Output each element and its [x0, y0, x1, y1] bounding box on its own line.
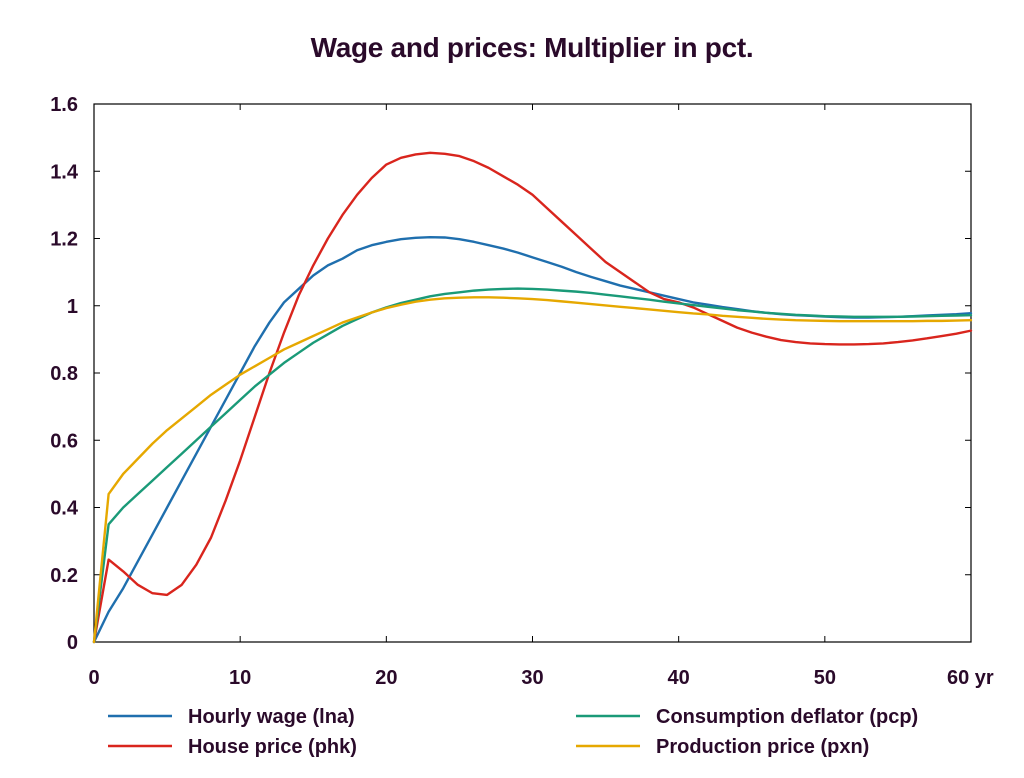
y-tick-label: 0.2 — [50, 565, 78, 587]
y-tick-label: 0.6 — [50, 430, 78, 452]
x-tick-label: 30 — [521, 667, 543, 689]
y-tick-label: 0 — [67, 632, 78, 654]
x-tick-label: 50 — [814, 667, 836, 689]
plot-frame — [93, 103, 972, 643]
series-line-1 — [92, 151, 973, 644]
x-tick-label: 10 — [229, 667, 251, 689]
x-tick-label: 20 — [375, 667, 397, 689]
y-tick-label: 0.4 — [50, 498, 79, 520]
chart-title: Wage and prices: Multiplier in pct. — [310, 32, 754, 63]
legend-label-3: Production price (pxn) — [656, 736, 869, 758]
series-line-3 — [92, 296, 973, 644]
legend-label-0: Hourly wage (lna) — [188, 706, 355, 728]
y-tick-label: 0.8 — [50, 363, 78, 385]
x-tick-label: 40 — [668, 667, 690, 689]
x-tick-label: 60 yr — [947, 667, 994, 689]
y-tick-label: 1.2 — [50, 229, 78, 251]
x-tick-label: 0 — [88, 667, 99, 689]
legend-label-1: House price (phk) — [188, 736, 357, 758]
legend-label-2: Consumption deflator (pcp) — [656, 706, 918, 728]
y-tick-label: 1 — [67, 296, 78, 318]
y-tick-label: 1.4 — [50, 161, 79, 183]
y-tick-label: 1.6 — [50, 94, 78, 116]
series-line-2 — [92, 287, 973, 644]
